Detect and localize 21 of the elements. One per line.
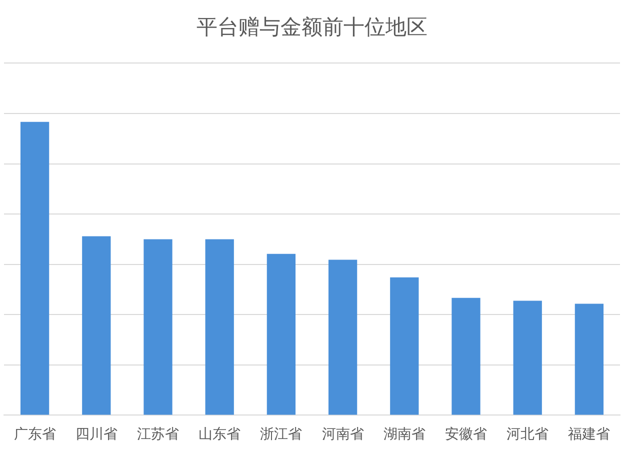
x-tick-label: 四川省: [75, 426, 118, 442]
x-tick-label: 江苏省: [137, 426, 179, 442]
chart-title: 平台赠与金额前十位地区: [196, 15, 428, 40]
x-tick-label: 安徽省: [445, 426, 487, 442]
bar: [574, 304, 604, 415]
bar: [513, 300, 542, 415]
x-tick-label: 山东省: [198, 426, 241, 442]
x-tick-label: 广东省: [14, 426, 56, 442]
bar: [82, 236, 111, 415]
x-tick-label: 河北省: [506, 426, 549, 442]
bar: [20, 122, 50, 415]
bar: [452, 298, 480, 415]
bar: [328, 260, 358, 415]
bar: [205, 239, 234, 415]
x-tick-label: 浙江省: [260, 426, 302, 442]
bar: [390, 277, 419, 415]
bar: [144, 239, 172, 415]
x-tick-label: 福建省: [568, 426, 610, 442]
x-tick-label: 河南省: [322, 426, 364, 442]
bar: [266, 254, 296, 415]
x-tick-label: 湖南省: [383, 426, 426, 442]
